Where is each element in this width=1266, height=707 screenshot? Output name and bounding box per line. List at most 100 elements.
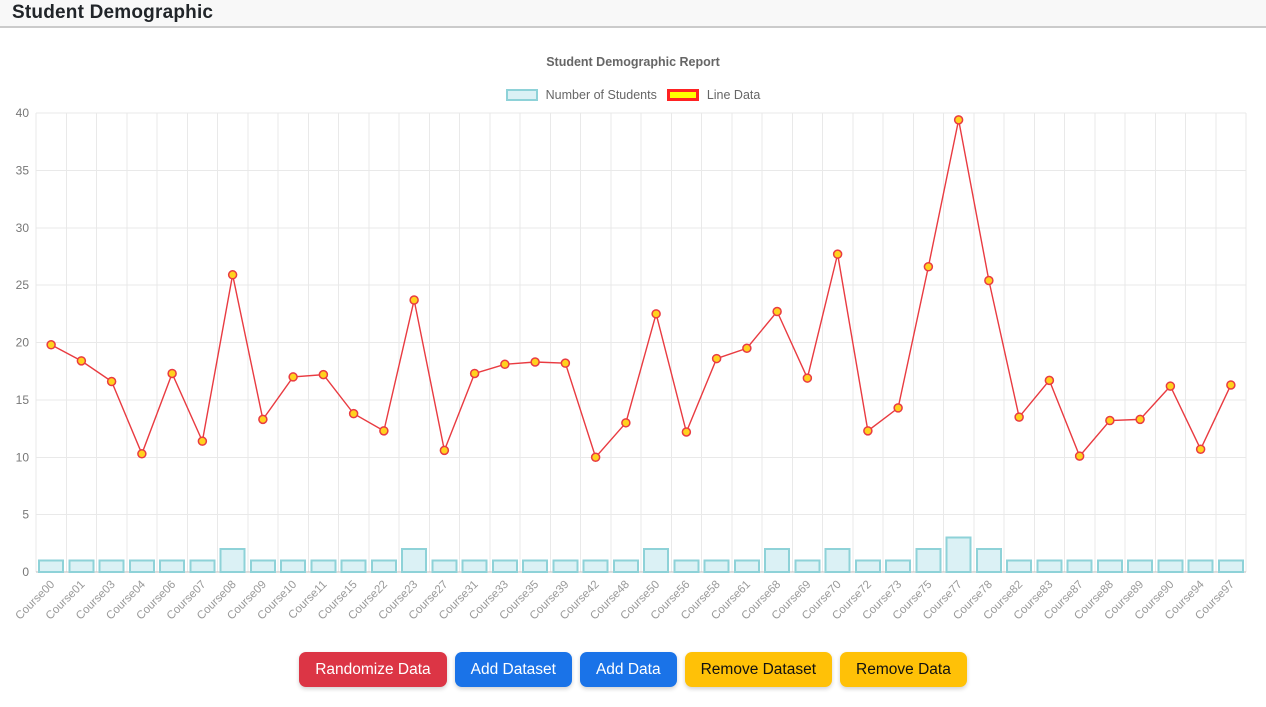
line-point-Course07[interactable]	[197, 436, 208, 446]
bar-Course61[interactable]	[733, 559, 760, 574]
bar-Course22[interactable]	[370, 559, 397, 574]
bar-Course42[interactable]	[582, 559, 609, 574]
bar-Course27[interactable]	[431, 559, 458, 574]
line-point-Course11[interactable]	[318, 369, 329, 380]
line-point-Course83[interactable]	[1044, 375, 1055, 386]
bar-Course48[interactable]	[612, 559, 639, 574]
line-point-Course27[interactable]	[439, 445, 450, 456]
add-dataset-button[interactable]: Add Dataset	[454, 652, 572, 687]
add-data-button[interactable]: Add Data	[579, 652, 677, 687]
bar-Course06[interactable]	[159, 559, 186, 574]
line-point-Course73[interactable]	[893, 403, 903, 413]
bar-Course89[interactable]	[1127, 559, 1154, 574]
line-point-Course31[interactable]	[469, 368, 480, 379]
y-tick-label: 5	[22, 508, 29, 522]
line-point-Course89[interactable]	[1135, 414, 1145, 425]
line-point-Course33[interactable]	[500, 359, 510, 370]
bar-Course90[interactable]	[1157, 559, 1184, 574]
bar-Course82[interactable]	[1006, 559, 1033, 574]
line-point-Course09[interactable]	[258, 414, 268, 425]
bar-Course97[interactable]	[1217, 559, 1244, 574]
line-point-Course61[interactable]	[742, 343, 752, 353]
bar-Course33[interactable]	[491, 559, 518, 574]
line-point-Course90[interactable]	[1165, 381, 1176, 391]
bar-Course83[interactable]	[1036, 559, 1063, 574]
bar-Course07[interactable]	[189, 559, 216, 574]
bar-Course15[interactable]	[340, 559, 367, 574]
bar-Course01[interactable]	[68, 559, 95, 574]
line-point-Course94[interactable]	[1195, 444, 1206, 454]
legend-label-bars: Number of Students	[545, 88, 657, 102]
bar-Course87[interactable]	[1066, 559, 1093, 574]
line-point-Course00[interactable]	[46, 340, 56, 350]
remove-dataset-button[interactable]: Remove Dataset	[684, 652, 833, 687]
bar-Course10[interactable]	[280, 559, 307, 574]
bar-Course56[interactable]	[673, 559, 700, 574]
line-point-Course15[interactable]	[348, 408, 359, 419]
line-point-Course77[interactable]	[953, 115, 964, 125]
bar-Course35[interactable]	[522, 559, 549, 574]
bar-Course08[interactable]	[219, 548, 246, 573]
bar-Course23[interactable]	[401, 548, 428, 573]
line-point-Course39[interactable]	[560, 358, 571, 368]
line-point-Course10[interactable]	[288, 372, 298, 382]
bar-Course78[interactable]	[975, 548, 1002, 573]
bar-Course50[interactable]	[643, 548, 670, 573]
line-point-Course88[interactable]	[1105, 415, 1115, 426]
bar-Course39[interactable]	[552, 559, 579, 574]
y-tick-label: 30	[16, 221, 30, 235]
bar-Course94[interactable]	[1187, 559, 1214, 574]
page-title: Student Demographic	[12, 2, 214, 23]
legend-item-line-data[interactable]: Line Data	[666, 88, 760, 102]
bar-Course04[interactable]	[128, 559, 155, 574]
line-point-Course68[interactable]	[772, 306, 782, 317]
line-point-Course75[interactable]	[923, 262, 934, 272]
y-tick-label: 0	[22, 565, 29, 579]
bar-Course58[interactable]	[703, 559, 730, 574]
line-point-Course35[interactable]	[530, 357, 540, 367]
chart-legend: Number of Students Line Data	[0, 88, 1266, 102]
bar-Course31[interactable]	[461, 559, 488, 574]
bar-Course88[interactable]	[1096, 559, 1123, 574]
line-point-Course78[interactable]	[984, 275, 994, 286]
bar-Course11[interactable]	[310, 559, 337, 574]
line-point-Course58[interactable]	[711, 353, 722, 364]
bar-Course09[interactable]	[249, 559, 276, 574]
line-point-Course48[interactable]	[621, 418, 631, 428]
line-point-Course70[interactable]	[832, 249, 843, 259]
line-point-Course72[interactable]	[863, 426, 873, 436]
line-point-Course01[interactable]	[76, 356, 87, 366]
bar-Course75[interactable]	[915, 548, 942, 573]
y-tick-label: 40	[16, 106, 30, 120]
y-tick-label: 20	[16, 336, 30, 350]
line-point-Course23[interactable]	[409, 295, 419, 305]
line-point-Course08[interactable]	[227, 270, 238, 280]
bar-Course00[interactable]	[38, 559, 65, 574]
line-point-Course03[interactable]	[106, 376, 117, 387]
bar-Course72[interactable]	[854, 559, 881, 574]
line-point-Course69[interactable]	[802, 373, 813, 383]
line-point-Course22[interactable]	[379, 426, 389, 436]
bar-Course69[interactable]	[794, 559, 821, 574]
y-tick-label: 10	[16, 450, 30, 464]
chart-plot-area[interactable]: 0510152025303540Course00Course01Course03…	[0, 0, 1266, 648]
remove-data-button[interactable]: Remove Data	[840, 652, 967, 687]
page-header: Student Demographic	[0, 0, 1266, 28]
bar-Course70[interactable]	[824, 548, 851, 573]
bar-Course77[interactable]	[945, 536, 972, 574]
line-point-Course97[interactable]	[1226, 380, 1236, 390]
line-point-Course87[interactable]	[1074, 451, 1085, 461]
line-point-Course50[interactable]	[651, 309, 661, 319]
button-toolbar: Randomize Data Add Dataset Add Data Remo…	[0, 652, 1266, 687]
line-point-Course42[interactable]	[590, 452, 601, 462]
randomize-data-button[interactable]: Randomize Data	[299, 652, 447, 687]
bar-Course68[interactable]	[764, 548, 791, 573]
line-point-Course82[interactable]	[1014, 412, 1024, 422]
line-point-Course04[interactable]	[137, 449, 147, 459]
legend-item-number-of-students[interactable]: Number of Students	[505, 88, 657, 102]
bar-Course03[interactable]	[98, 559, 125, 574]
bar-Course73[interactable]	[885, 559, 912, 574]
line-point-Course56[interactable]	[681, 427, 692, 437]
line-point-Course06[interactable]	[167, 368, 177, 379]
